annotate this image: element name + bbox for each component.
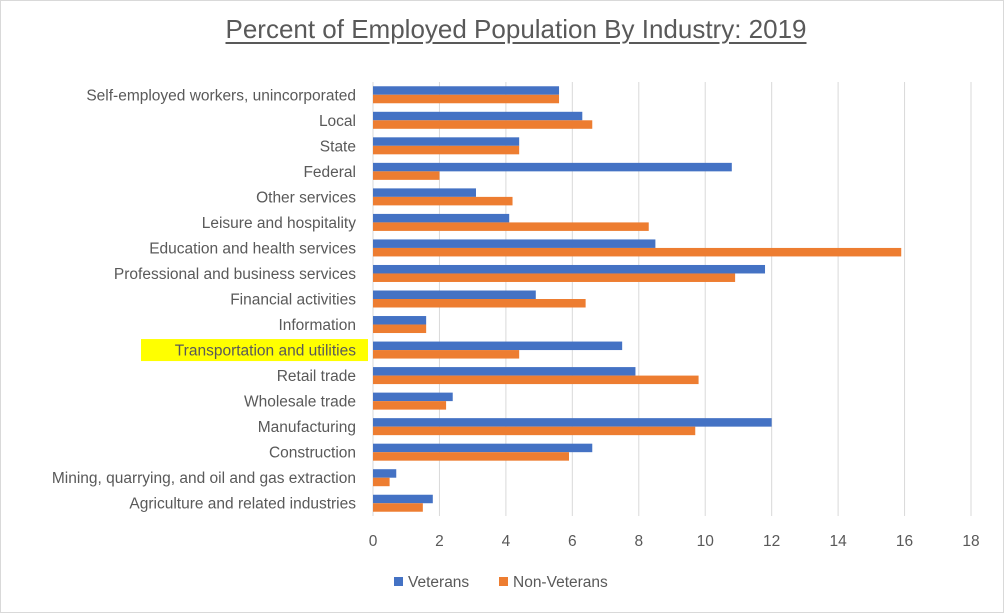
veterans-bar: [373, 418, 772, 427]
category-label: Financial activities: [230, 292, 356, 309]
legend-swatch: [394, 577, 403, 586]
non-veterans-bar: [373, 350, 520, 359]
x-tick-label: 2: [435, 533, 444, 550]
veterans-bar: [373, 341, 623, 351]
veterans-bar: [373, 367, 636, 376]
non-veterans-bar: [373, 120, 593, 129]
category-label: Manufacturing: [258, 419, 356, 436]
veterans-bar: [373, 188, 476, 197]
non-veterans-bar: [373, 94, 560, 104]
x-tick-label: 8: [634, 533, 643, 550]
veterans-bar: [373, 443, 593, 453]
non-veterans-bar: [373, 299, 586, 308]
category-label: Professional and business services: [114, 266, 356, 283]
veterans-bar: [373, 137, 520, 146]
non-veterans-bar: [373, 452, 570, 461]
non-veterans-bar: [373, 171, 440, 180]
x-tick-label: 14: [829, 533, 847, 550]
veterans-bar: [373, 469, 397, 478]
x-tick-label: 16: [896, 533, 913, 550]
non-veterans-bar: [373, 247, 902, 257]
x-tick-label: 10: [697, 533, 715, 550]
category-label: Transportation and utilities: [175, 343, 356, 360]
category-label: Education and health services: [149, 240, 356, 257]
non-veterans-bar: [373, 273, 736, 282]
bars: [373, 86, 902, 512]
legend-label: Non-Veterans: [513, 574, 608, 591]
non-veterans-bar: [373, 196, 513, 206]
veterans-bar: [373, 316, 427, 325]
category-label: Self-employed workers, unincorporated: [86, 87, 356, 104]
category-label: Other services: [256, 189, 356, 206]
category-label: Local: [319, 113, 356, 130]
category-label: Mining, quarrying, and oil and gas extra…: [52, 470, 356, 487]
veterans-bar: [373, 392, 453, 402]
veterans-bar: [373, 111, 583, 121]
category-label: Leisure and hospitality: [202, 215, 356, 232]
chart-title: Percent of Employed Population By Indust…: [225, 14, 807, 44]
veterans-bar: [373, 494, 433, 504]
x-tick-label: 0: [369, 533, 378, 550]
category-labels: Self-employed workers, unincorporated Loc…: [52, 87, 368, 513]
non-veterans-bar: [373, 426, 696, 436]
label-highlight: [141, 339, 368, 362]
veterans-bar: [373, 162, 732, 172]
legend-swatch: [499, 577, 508, 586]
category-label: Agriculture and related industries: [129, 496, 356, 513]
category-label: Federal: [303, 164, 356, 181]
non-veterans-bar: [373, 324, 427, 334]
veterans-bar: [373, 264, 766, 274]
veterans-bar: [373, 290, 536, 299]
category-label: Information: [278, 317, 356, 334]
category-label: Retail trade: [277, 368, 356, 385]
x-tick-label: 18: [962, 533, 979, 550]
non-veterans-bar: [373, 222, 649, 231]
non-veterans-bar: [373, 375, 699, 385]
non-veterans-bar: [373, 477, 390, 487]
veterans-bar: [373, 213, 510, 223]
legend-label: Veterans: [408, 574, 469, 591]
non-veterans-bar: [373, 401, 447, 410]
category-label: Construction: [269, 445, 356, 462]
category-label: Wholesale trade: [244, 394, 356, 411]
non-veterans-bar: [373, 145, 520, 155]
category-label: State: [320, 138, 356, 155]
veterans-bar: [373, 86, 560, 95]
veterans-bar: [373, 239, 656, 248]
x-tick-label: 6: [568, 533, 577, 550]
x-tick-label: 4: [502, 533, 511, 550]
non-veterans-bar: [373, 503, 423, 512]
x-tick-label: 12: [763, 533, 780, 550]
legend: Veterans Non-Veterans: [394, 574, 608, 591]
x-tick-labels: 0 2 4 6 8 10 12 14 16 18: [369, 533, 980, 550]
